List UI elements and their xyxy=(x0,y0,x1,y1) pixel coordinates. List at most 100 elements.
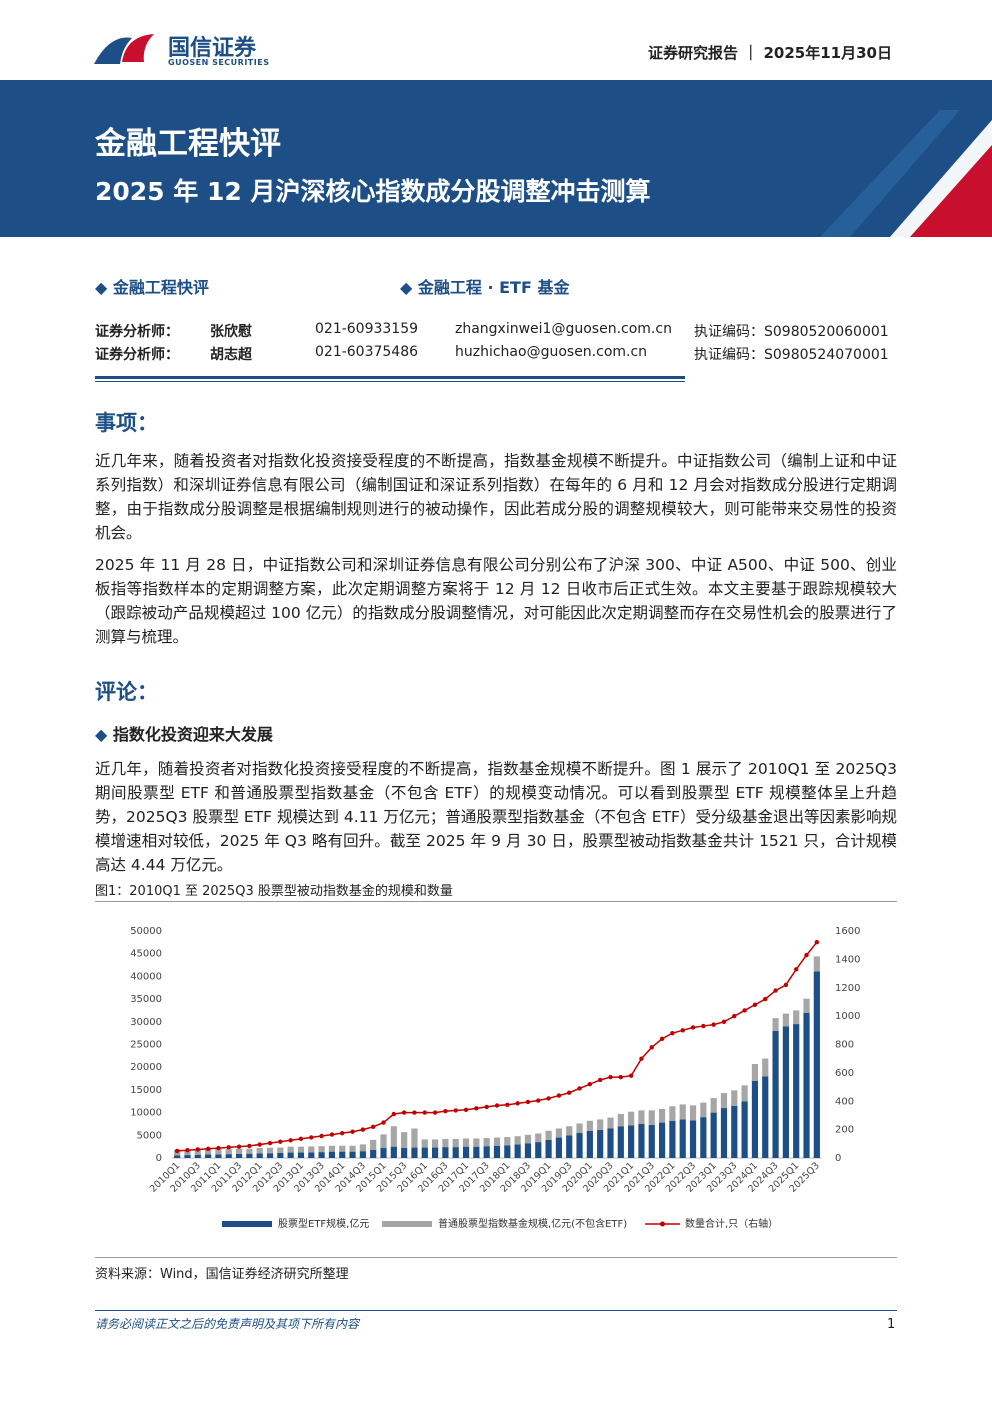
line-point xyxy=(752,1002,758,1007)
divider xyxy=(95,376,685,379)
bar xyxy=(648,1110,655,1125)
bar xyxy=(586,1130,593,1158)
x-tick-label: 2023Q3 xyxy=(705,1160,739,1194)
bar xyxy=(401,1148,408,1158)
bar xyxy=(390,1146,397,1158)
bar xyxy=(370,1149,377,1158)
legend-swatch xyxy=(222,1221,272,1227)
bar xyxy=(277,1147,284,1154)
bar xyxy=(442,1147,449,1158)
bar xyxy=(370,1139,377,1150)
bar xyxy=(287,1152,294,1158)
line-point xyxy=(257,1142,262,1147)
bar xyxy=(297,1146,305,1153)
bar xyxy=(452,1147,459,1158)
bar xyxy=(359,1144,366,1152)
bar xyxy=(411,1128,418,1148)
bar xyxy=(803,998,810,1013)
x-tick-label: 2025Q3 xyxy=(788,1160,822,1194)
x-tick-label: 2012Q1 xyxy=(230,1160,264,1194)
y-tick-label: 20000 xyxy=(130,1062,162,1073)
bar xyxy=(174,1155,181,1158)
bar xyxy=(782,1013,789,1027)
bar xyxy=(679,1119,686,1158)
line-point xyxy=(701,1023,706,1029)
y-tick-label: 0 xyxy=(156,1153,162,1164)
x-tick-label: 2024Q1 xyxy=(726,1160,760,1194)
bar xyxy=(772,1030,779,1158)
bar xyxy=(762,1058,769,1077)
bar xyxy=(741,1085,748,1102)
bar xyxy=(380,1148,387,1158)
x-tick-label: 2012Q3 xyxy=(251,1160,285,1194)
tag-text: 金融工程 · ETF 基金 xyxy=(417,278,570,297)
line-point xyxy=(711,1022,716,1027)
line-point xyxy=(309,1135,314,1140)
x-tick-label: 2022Q3 xyxy=(664,1160,698,1194)
rule xyxy=(95,1257,897,1258)
y-tick-label: 10000 xyxy=(130,1108,162,1119)
logo-en: GUOSEN SECURITIES xyxy=(168,58,270,67)
x-tick-label: 2014Q3 xyxy=(334,1160,368,1194)
bar xyxy=(442,1138,449,1148)
line-point xyxy=(267,1140,273,1146)
bar xyxy=(524,1143,532,1158)
line-point xyxy=(463,1107,469,1112)
subheading-text: 指数化投资迎来大发展 xyxy=(112,725,273,744)
bar xyxy=(597,1119,604,1130)
line-point xyxy=(226,1145,231,1150)
analyst-label: 证券分析师： xyxy=(95,347,179,363)
bar xyxy=(710,1098,717,1113)
bar xyxy=(566,1135,573,1158)
bar xyxy=(576,1133,583,1158)
bar xyxy=(504,1137,511,1146)
line-point xyxy=(401,1110,407,1115)
bar xyxy=(555,1128,562,1138)
line-point xyxy=(763,996,768,1002)
bar xyxy=(421,1139,428,1148)
paragraph: 近几年，随着投资者对指数化投资接受程度的不断提高，指数基金规模不断提升。图 1 … xyxy=(95,760,897,874)
banner-title: 金融工程快评 xyxy=(95,126,281,162)
source: 资料来源：Wind，国信证券经济研究所整理 xyxy=(95,1267,349,1282)
line-point xyxy=(794,967,799,972)
line-point xyxy=(773,988,778,993)
y-tick-label: 5000 xyxy=(137,1130,162,1141)
bar xyxy=(390,1126,397,1147)
rule xyxy=(95,901,897,902)
tag-text: 金融工程快评 xyxy=(112,278,209,297)
x-tick-label: 2016Q1 xyxy=(395,1160,429,1194)
bar xyxy=(483,1146,490,1158)
line-point xyxy=(608,1074,613,1080)
bar xyxy=(597,1129,604,1158)
bar xyxy=(266,1147,274,1154)
bar xyxy=(194,1149,201,1155)
bar xyxy=(380,1134,387,1149)
bar xyxy=(638,1123,645,1158)
tag: ◆ 金融工程快评 xyxy=(95,278,209,297)
line-point xyxy=(340,1130,345,1136)
bar xyxy=(483,1138,490,1147)
analyst-cert: 执证编码：S0980524070001 xyxy=(694,347,889,363)
line-point xyxy=(370,1124,376,1129)
bar xyxy=(174,1149,181,1156)
bar xyxy=(359,1151,366,1158)
analyst-email: huzhichao@guosen.com.cn xyxy=(455,344,648,360)
x-tick-label: 2017Q3 xyxy=(457,1160,491,1194)
paragraph: 2025 年 11 月 28 日，中证指数公司和深圳证券信息有限公司分别公布了沪… xyxy=(95,556,897,646)
bar xyxy=(679,1104,686,1120)
line-point xyxy=(525,1099,531,1105)
x-tick-label: 2010Q1 xyxy=(148,1160,182,1194)
bar xyxy=(452,1138,459,1148)
analyst-label: 证券分析师： xyxy=(95,324,179,340)
y-tick-label: 15000 xyxy=(130,1085,162,1096)
analyst-cert: 执证编码：S0980520060001 xyxy=(694,324,889,340)
bar xyxy=(205,1148,212,1155)
bar xyxy=(566,1126,573,1136)
x-tick-label: 2019Q1 xyxy=(519,1160,553,1194)
bar xyxy=(669,1120,676,1158)
line-point xyxy=(484,1104,489,1110)
bar xyxy=(762,1076,769,1158)
bar xyxy=(689,1105,697,1121)
y2-tick-label: 1400 xyxy=(835,954,860,965)
figure-caption: 图1：2010Q1 至 2025Q3 股票型被动指数基金的规模和数量 xyxy=(95,884,453,899)
